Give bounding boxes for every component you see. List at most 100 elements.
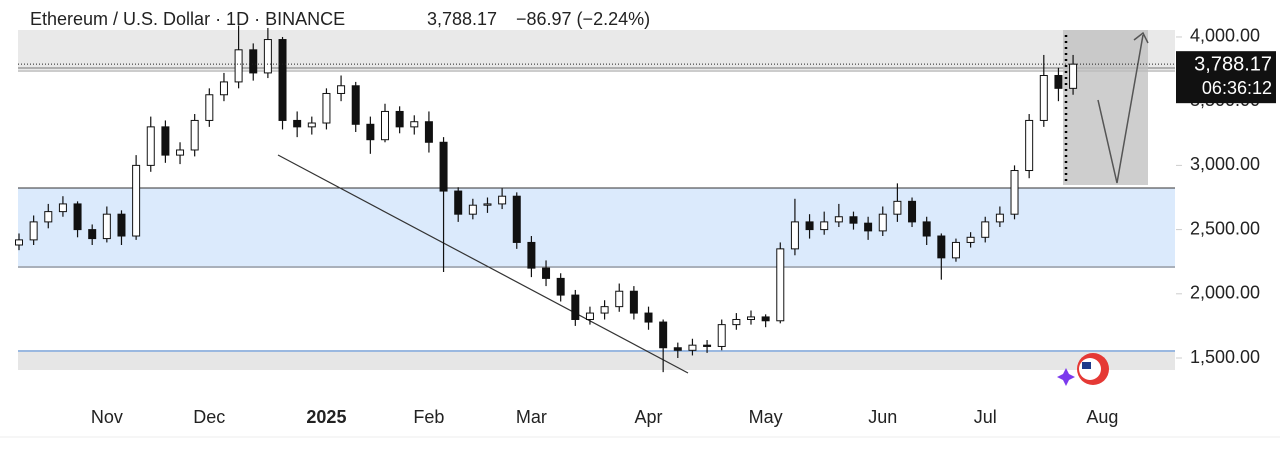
candle-body xyxy=(790,221,799,250)
candle-body xyxy=(644,312,653,323)
projection-arrow xyxy=(1097,34,1144,184)
y-tick-label: 2,000.00 xyxy=(1190,283,1260,303)
candle-body xyxy=(293,119,302,128)
candle-body xyxy=(102,213,111,240)
trend-line xyxy=(277,154,689,374)
price-box-label: 3,788.17 xyxy=(1194,53,1272,75)
candle-body xyxy=(454,190,463,215)
candle-body xyxy=(922,221,931,237)
candle-body xyxy=(878,213,887,232)
logo xyxy=(1057,353,1109,386)
last-price: 3,788.17 xyxy=(427,9,497,29)
candle-body xyxy=(29,221,38,241)
y-tick-label: 2,500.00 xyxy=(1190,218,1260,238)
candle-body xyxy=(615,290,624,308)
price-box xyxy=(1176,51,1276,104)
candle-body xyxy=(893,200,902,215)
candle-body xyxy=(834,216,843,223)
countdown: 06:36:12 xyxy=(1202,78,1272,98)
x-tick-label: Apr xyxy=(635,407,663,427)
candle-body xyxy=(161,126,170,156)
candle-body xyxy=(849,216,858,224)
candle-body xyxy=(483,203,492,206)
candle-body xyxy=(366,123,375,141)
candle-body xyxy=(219,81,228,96)
candle-body xyxy=(512,195,521,243)
candle-body xyxy=(688,344,697,351)
price-change: −86.97 (−2.24%) xyxy=(516,9,650,29)
x-tick-label: Feb xyxy=(413,407,444,427)
candle-body xyxy=(995,213,1004,223)
x-tick-label: Nov xyxy=(91,407,123,427)
candle-body xyxy=(600,306,609,314)
candle-body xyxy=(44,211,53,223)
y-tick-label: 1,500.00 xyxy=(1190,347,1260,367)
candle-body xyxy=(263,39,272,74)
candle-body xyxy=(322,92,331,124)
x-tick-label: Jun xyxy=(868,407,897,427)
candle-body xyxy=(73,203,82,231)
candle-body xyxy=(966,236,975,243)
x-tick-label: Jul xyxy=(974,407,997,427)
candle-body xyxy=(307,122,316,128)
candle-body xyxy=(732,318,741,326)
candle-body xyxy=(468,204,477,215)
y-tick-label: 3,000.00 xyxy=(1190,154,1260,174)
candle-body xyxy=(249,49,258,74)
candle-body xyxy=(15,239,23,246)
candle-body xyxy=(351,85,360,125)
candle-body xyxy=(659,321,668,349)
candle-body xyxy=(424,121,433,143)
candle-body xyxy=(937,235,946,259)
candle-body xyxy=(527,241,536,269)
candle-body xyxy=(278,39,287,121)
candle-body xyxy=(205,94,214,121)
candle-body xyxy=(132,164,141,237)
candle-body xyxy=(58,203,67,213)
candle-body xyxy=(395,110,404,128)
candle-body xyxy=(1069,63,1078,89)
candle-body xyxy=(571,294,580,320)
x-tick-label: Mar xyxy=(516,407,547,427)
resistance-band xyxy=(18,30,1175,70)
candle-body xyxy=(805,221,814,231)
candle-body xyxy=(703,344,712,347)
candle-body xyxy=(820,221,829,231)
candle-body xyxy=(761,316,770,322)
candle-body xyxy=(190,119,199,151)
candle-body xyxy=(381,110,389,141)
range-zone xyxy=(18,188,1175,268)
candle-body xyxy=(673,347,682,351)
candle-body xyxy=(556,277,565,296)
candle-body xyxy=(146,126,155,166)
candle-body xyxy=(410,121,419,128)
candle-body xyxy=(585,312,594,320)
candle-body xyxy=(88,229,97,240)
logo-sparkle xyxy=(1057,368,1075,386)
candle-body xyxy=(776,248,785,322)
candle-body xyxy=(908,200,917,223)
candle-body xyxy=(747,316,755,320)
candle-body xyxy=(439,141,448,192)
candle-body xyxy=(234,49,243,83)
candle-body xyxy=(176,149,185,156)
x-tick-label: May xyxy=(749,407,783,427)
projection-box xyxy=(1063,30,1148,185)
y-tick-label: 4,000.00 xyxy=(1190,26,1260,46)
candle-body xyxy=(717,324,726,347)
x-tick-label: Aug xyxy=(1086,407,1118,427)
candle-body xyxy=(1025,119,1034,172)
candle-body xyxy=(337,85,346,94)
candle-body xyxy=(542,267,551,279)
candle-body xyxy=(117,213,126,237)
candle-body xyxy=(498,195,507,205)
candle-body xyxy=(629,290,638,314)
x-tick-label: Dec xyxy=(193,407,225,427)
arrow-head xyxy=(1133,31,1149,44)
support-band xyxy=(18,350,1175,370)
candles xyxy=(15,25,1078,373)
logo-flag xyxy=(1082,362,1091,369)
chart-title: Ethereum / U.S. Dollar · 1D · BINANCE xyxy=(30,9,345,29)
candle-body xyxy=(864,222,873,232)
